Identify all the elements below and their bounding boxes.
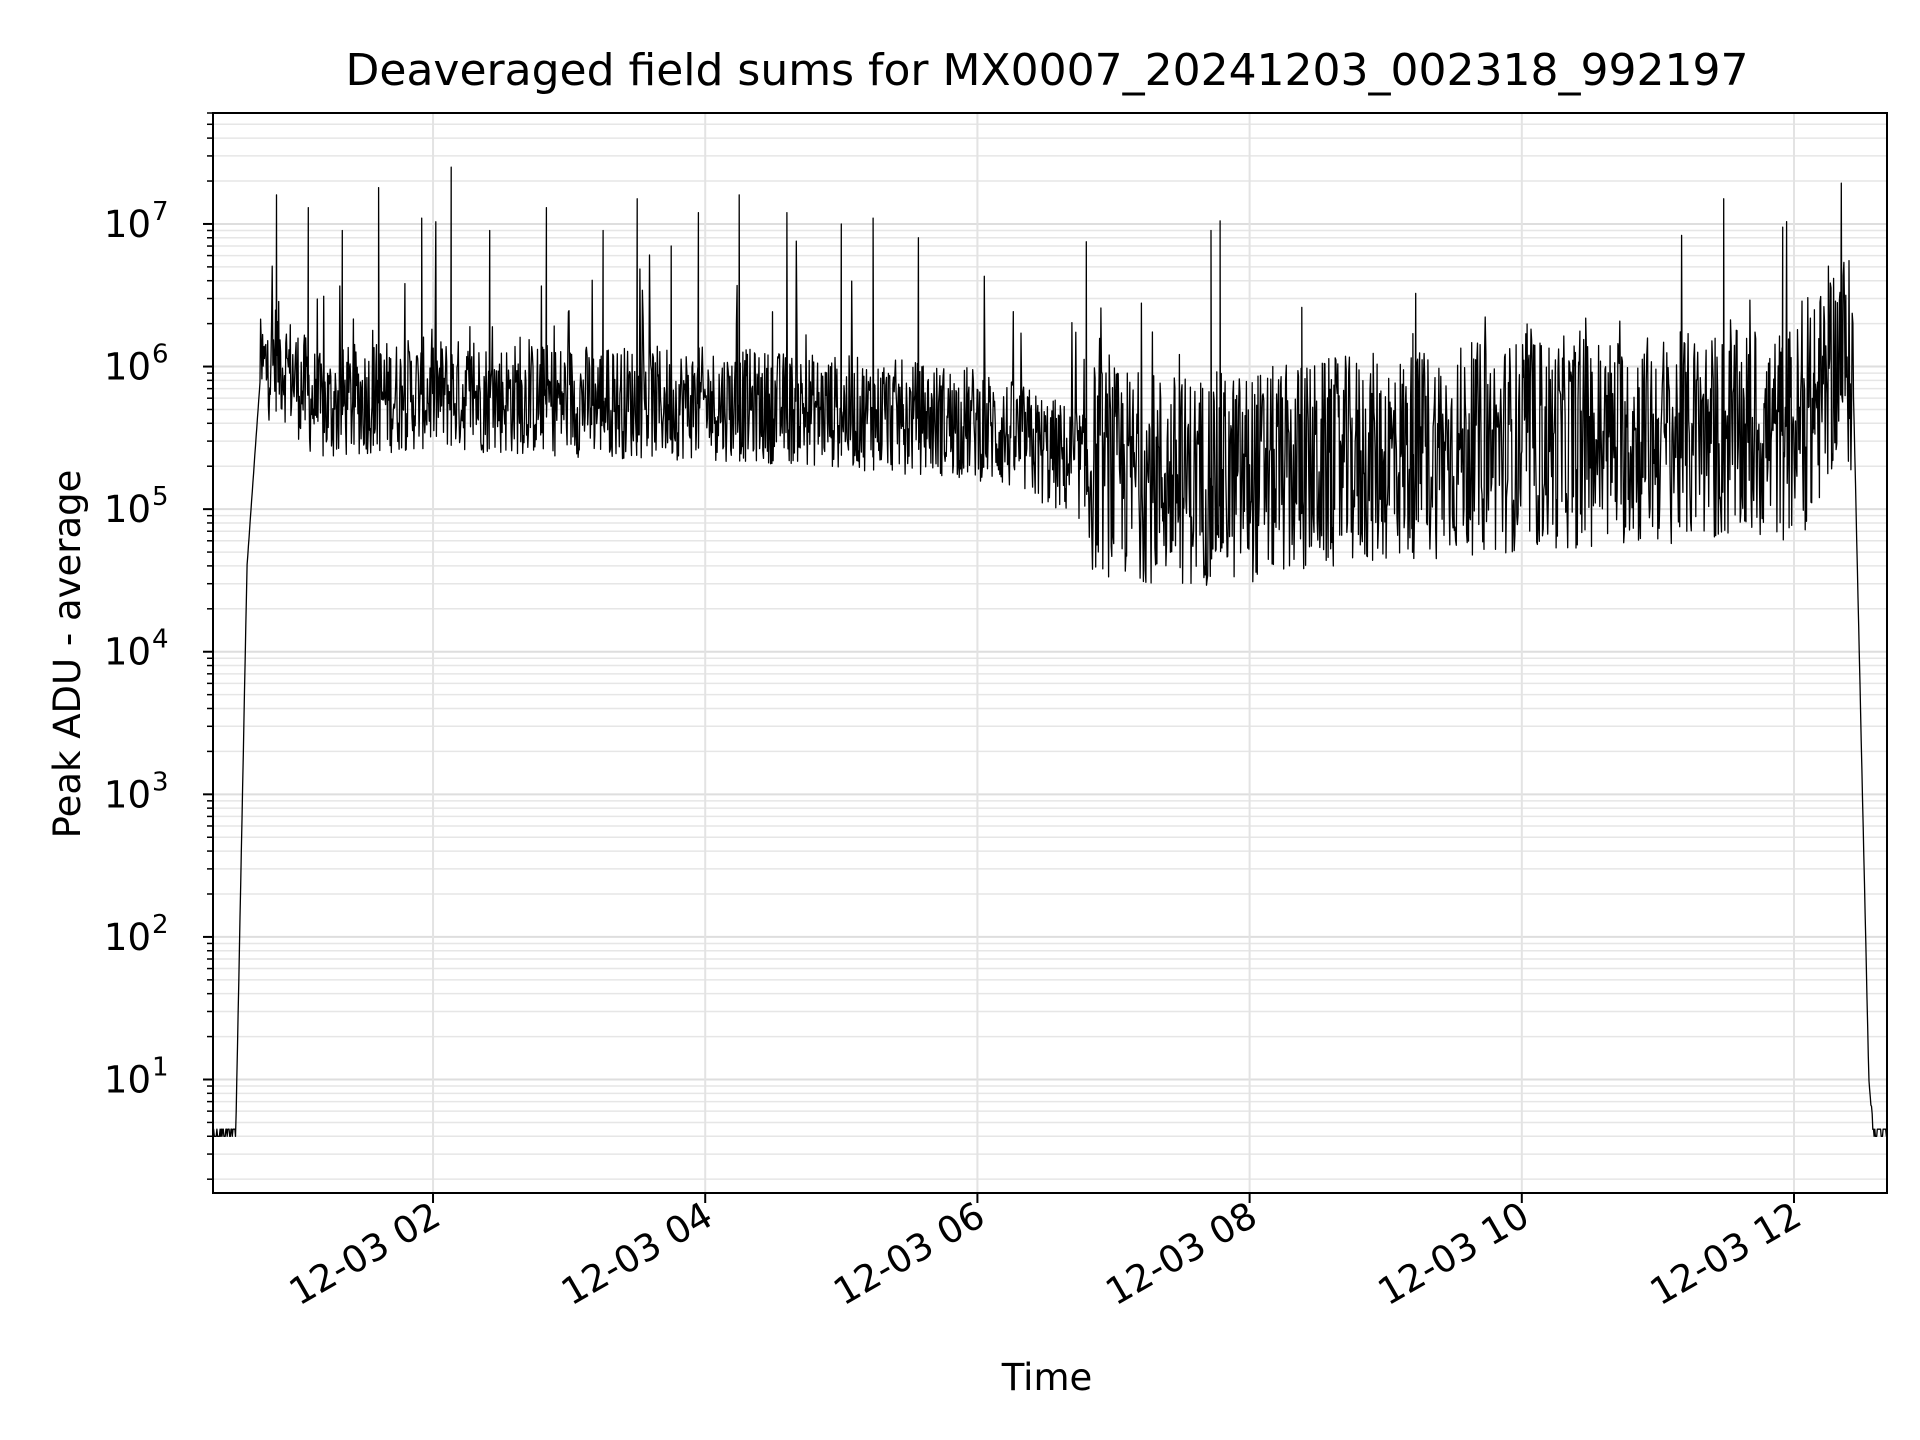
y-tick-exponent: 2 (152, 910, 169, 940)
y-tick-label: 10 (104, 1059, 151, 1102)
x-tick-label: 12-03 10 (1371, 1194, 1537, 1314)
x-tick-label: 12-03 02 (282, 1194, 448, 1314)
x-tick-label: 12-03 04 (554, 1194, 720, 1314)
y-tick-label: 10 (104, 916, 151, 959)
y-tick-exponent: 5 (152, 482, 169, 512)
x-tick-label: 12-03 12 (1643, 1194, 1809, 1314)
series-path (212, 166, 1888, 1137)
y-tick-exponent: 6 (152, 340, 169, 370)
y-axis-label: Peak ADU - average (46, 470, 89, 839)
plot-frame (212, 112, 1888, 1194)
y-tick-label: 10 (104, 346, 151, 389)
y-tick-exponent: 7 (152, 197, 169, 227)
x-tick-label: 12-03 08 (1099, 1194, 1265, 1314)
y-tick-exponent: 1 (152, 1053, 169, 1083)
y-tick-exponent: 3 (152, 767, 169, 797)
x-axis-label: Time (1001, 1356, 1093, 1399)
grid (213, 112, 1887, 1193)
x-tick-label: 12-03 06 (826, 1194, 992, 1314)
series-line (212, 166, 1888, 1137)
y-tick-label: 10 (104, 488, 151, 531)
y-tick-label: 10 (104, 631, 151, 674)
y-tick-label: 10 (104, 773, 151, 816)
chart-title: Deaveraged field sums for MX0007_2024120… (346, 45, 1749, 96)
y-tick-label: 10 (104, 203, 151, 246)
x-axis: 12-03 02 12-03 04 12-03 06 12-03 08 12-03 10… (282, 1193, 1809, 1314)
y-tick-exponent: 4 (152, 625, 169, 655)
